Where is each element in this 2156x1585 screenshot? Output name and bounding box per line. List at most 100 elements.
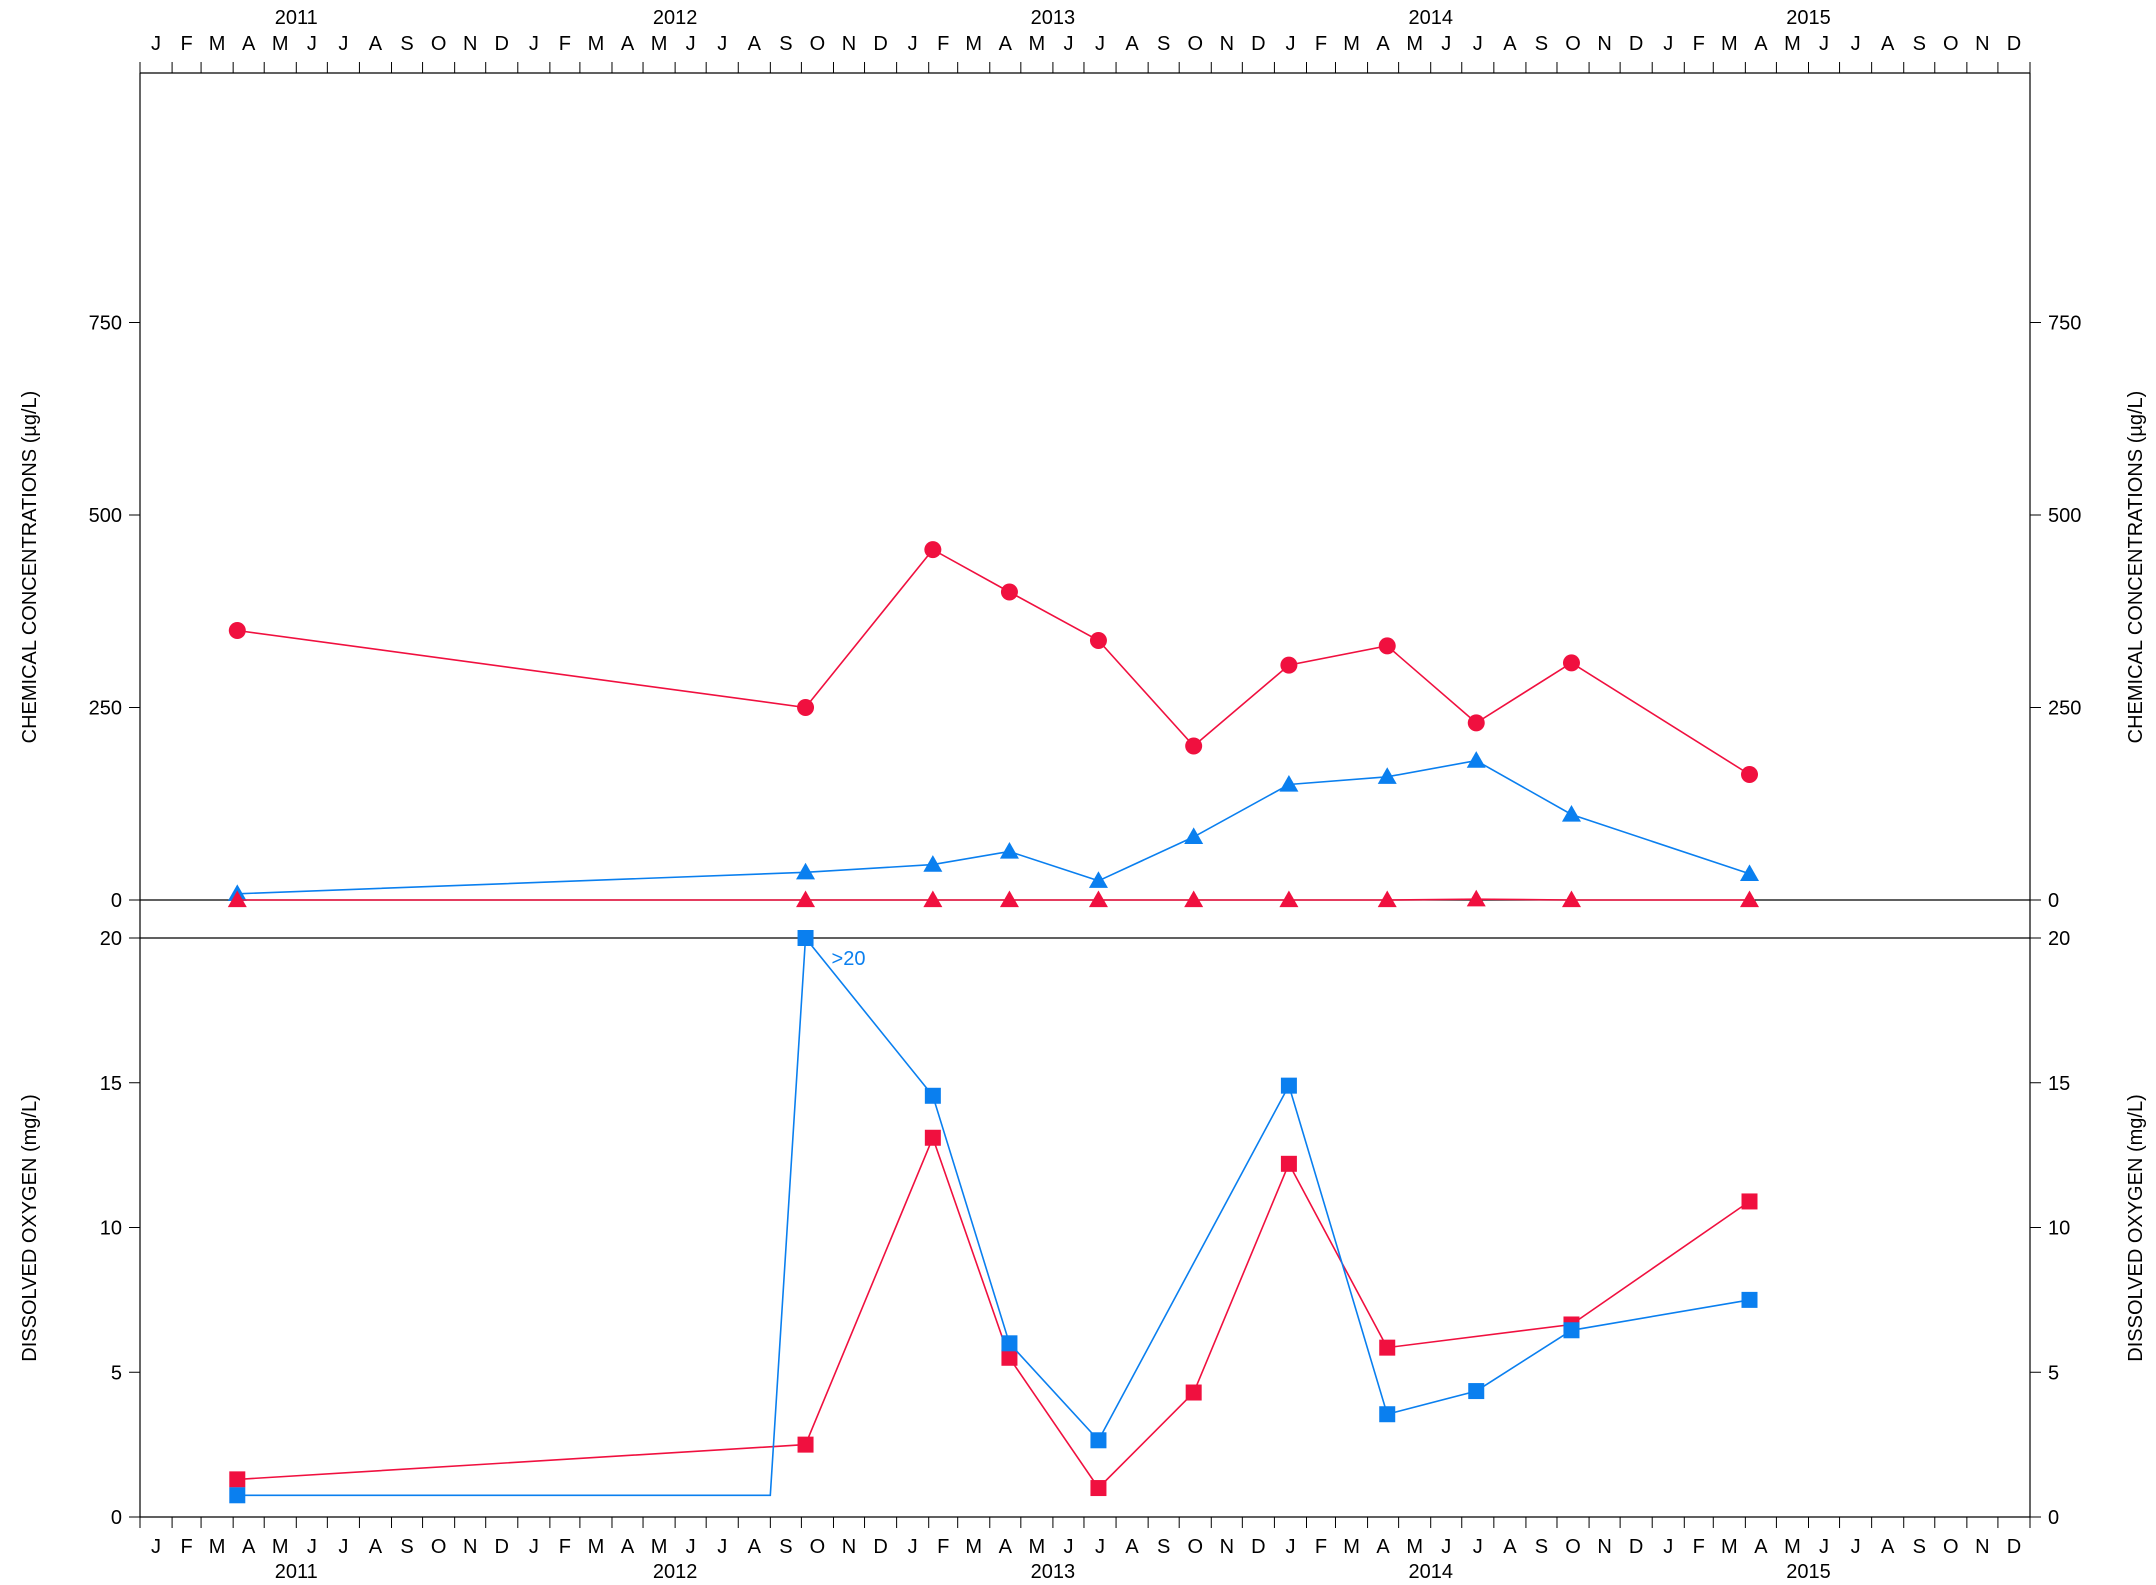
top-series-0-line [237,548,1750,776]
month-label-top: M [1784,33,1801,55]
y-tick-label-right-bottom: 15 [2048,1073,2070,1095]
bottom-series-1-point [1563,1322,1580,1339]
month-label-bottom: M [1029,1536,1046,1558]
month-label-top: F [559,33,571,55]
month-label-bottom: M [1721,1536,1738,1558]
top-series-1-point [1088,871,1108,888]
top-series-2-point [1184,890,1204,908]
month-label-bottom: M [1343,1536,1360,1558]
month-label-bottom: M [1406,1536,1423,1558]
month-label-top: A [621,33,635,55]
bottom-series-0-line [237,1135,1750,1490]
bottom-series-1-point [1001,1335,1018,1352]
top-series-0-point [924,541,942,559]
month-label-bottom: O [1565,1536,1581,1558]
month-label-bottom: A [621,1536,635,1558]
y-tick-label-left-bottom: 20 [100,928,122,950]
month-label-top: J [1095,33,1105,55]
top-series-0-point [228,622,246,639]
month-label-bottom: J [717,1536,727,1558]
top-series-2-point [923,890,943,908]
y-tick-label-left-top: 750 [89,313,122,335]
month-label-top: M [1029,33,1046,55]
month-label-top: O [431,33,447,55]
bottom-series-1-point [924,1087,941,1104]
month-label-top: D [2007,33,2021,55]
month-label-top: A [242,33,256,55]
month-label-bottom: F [937,1536,949,1558]
month-label-bottom: A [242,1536,256,1558]
month-label-top: M [1406,33,1423,55]
y-tick-label-right-bottom: 10 [2048,1218,2070,1240]
month-label-top: J [686,33,696,55]
top-series-1-point [1279,775,1299,792]
top-series-2-point [1377,890,1397,908]
top-series-2-point [999,890,1019,908]
month-label-bottom: N [1597,1536,1611,1558]
bottom-series-1-point [1379,1406,1396,1423]
top-series-1-point [1377,767,1397,784]
month-label-top: N [842,33,856,55]
bottom-series-1-point [797,930,814,946]
month-label-bottom: A [999,1536,1013,1558]
month-label-top: M [209,33,226,55]
top-series-0-point [1378,637,1396,655]
month-label-bottom: J [1851,1536,1861,1558]
month-label-top: O [1187,33,1203,55]
month-label-bottom: J [1063,1536,1073,1558]
month-label-top: O [1565,33,1581,55]
month-label-bottom: J [338,1536,348,1558]
month-label-top: M [651,33,668,55]
y-tick-label-left-top: 250 [89,698,122,720]
month-label-top: A [1125,33,1139,55]
top-series-1-point [923,855,943,872]
top-series-0-point [797,699,815,716]
month-label-bottom: M [1784,1536,1801,1558]
month-label-bottom: J [151,1536,161,1558]
y-tick-label-right-top: 250 [2048,698,2081,720]
month-label-top: J [307,33,317,55]
month-label-top: M [965,33,982,55]
bottom-series-0-point [1741,1193,1758,1210]
month-label-top: A [748,33,762,55]
month-label-bottom: N [463,1536,477,1558]
bottom-series-1-point [1741,1291,1758,1308]
y-axis-title-left-top: CHEMICAL CONCENTRATIONS (µg/L) [19,391,41,744]
month-label-top: A [1881,33,1895,55]
month-label-top: A [999,33,1013,55]
month-label-top: S [1913,33,1926,55]
bottom-series-0-point [1090,1480,1107,1497]
month-label-top: A [1754,33,1768,55]
month-label-bottom: J [686,1536,696,1558]
top-series-2-point [227,890,247,908]
bottom-series-1-point [1468,1383,1485,1400]
month-label-top: J [1441,33,1451,55]
bottom-series-0-point [1001,1349,1018,1366]
month-label-bottom: J [1285,1536,1295,1558]
y-tick-label-left-top: 500 [89,505,122,527]
month-label-bottom: N [1220,1536,1234,1558]
top-series-2-point [1279,890,1299,908]
month-label-bottom: A [369,1536,383,1558]
top-series-1-point [1740,864,1760,881]
month-label-bottom: S [1913,1536,1926,1558]
month-label-bottom: A [1881,1536,1895,1558]
y-tick-label-left-bottom: 10 [100,1218,122,1240]
y-tick-label-left-bottom: 5 [111,1362,122,1384]
month-label-top: J [151,33,161,55]
month-label-bottom: O [810,1536,826,1558]
month-label-top: J [338,33,348,55]
y-tick-label-left-bottom: 0 [111,1507,122,1529]
month-label-top: D [873,33,887,55]
y-axis-title-right-bottom: DISSOLVED OXYGEN (mg/L) [2125,1094,2147,1361]
month-label-top: D [1629,33,1643,55]
bottom-series-0-point [1280,1155,1297,1172]
year-label-bottom: 2011 [275,1561,318,1583]
month-label-top: O [1943,33,1959,55]
y-tick-label-left-top: 0 [111,890,122,912]
month-label-bottom: J [1473,1536,1483,1558]
month-label-bottom: F [180,1536,192,1558]
top-series-2-point [1561,890,1581,908]
month-label-top: N [1597,33,1611,55]
